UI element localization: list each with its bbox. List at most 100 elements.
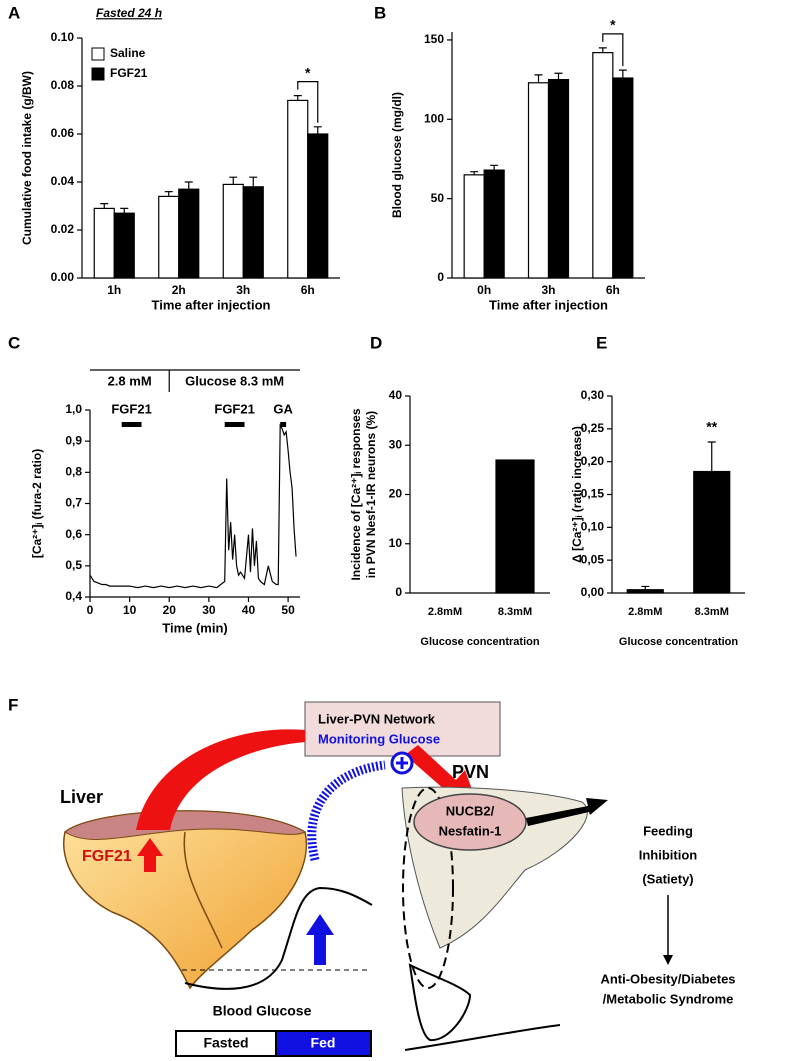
- diagram: F Liver-PVN Network Monitoring Glucose L…: [8, 695, 736, 1057]
- y-tick-label: 0,8: [65, 465, 82, 479]
- bar: [287, 99, 309, 279]
- x-tick-label: 8.3mM: [695, 606, 729, 618]
- legend-swatch: [91, 67, 105, 81]
- y-tick-label: 30: [389, 437, 403, 451]
- error-bar: [490, 164, 499, 171]
- network-text: Liver-PVN Network: [318, 711, 436, 726]
- y-tick-label: 0,15: [581, 487, 605, 501]
- y-tick-label: 0: [395, 585, 402, 599]
- y-tick-label: 0.04: [51, 174, 75, 188]
- annotation: *: [305, 64, 311, 80]
- y-tick-label: 0,00: [581, 585, 605, 599]
- annotation: *: [610, 17, 616, 33]
- error-bar: [120, 207, 129, 214]
- y-tick-label: 0,4: [65, 589, 82, 603]
- liver-label: Liver: [60, 787, 103, 807]
- midline: [402, 787, 454, 989]
- panel-label: D: [370, 333, 382, 352]
- x-tick-label: 10: [123, 603, 137, 617]
- y-tick-label: 0.08: [51, 78, 75, 92]
- blue-arrow: [307, 760, 386, 862]
- red-arrow: [136, 729, 305, 830]
- bar: [693, 470, 731, 594]
- y-axis-label: Incidence of [Ca²⁺]ᵢ responses: [349, 408, 363, 580]
- down-arrow: [663, 955, 673, 965]
- panel-label: C: [8, 333, 20, 352]
- fed-box: [275, 1030, 372, 1057]
- panel-label: F: [8, 695, 18, 714]
- condition-label: Glucose 8.3 mM: [185, 373, 284, 388]
- liver-lobe-line: [183, 831, 223, 949]
- stimulus-bar: [224, 422, 245, 427]
- x-tick-label: 0h: [477, 283, 491, 297]
- y-tick-label: 0,20: [581, 454, 605, 468]
- x-tick-label: 1h: [107, 283, 121, 297]
- neuron-text: Nesfatin-1: [439, 823, 502, 838]
- x-tick-label: 40: [242, 603, 256, 617]
- y-tick-label: 0,9: [65, 433, 82, 447]
- bar: [495, 459, 535, 594]
- error-bar: [249, 176, 258, 187]
- x-tick-label: 20: [163, 603, 177, 617]
- x-tick-label: 0: [87, 603, 94, 617]
- panel-label: A: [8, 3, 20, 22]
- error-bar: [598, 47, 607, 53]
- hormone-label: FGF21: [82, 848, 132, 865]
- y-tick-label: 10: [389, 536, 403, 550]
- error-bar: [470, 171, 479, 175]
- stimulus-label: FGF21: [214, 401, 254, 416]
- error-bar: [229, 176, 238, 185]
- bar: [113, 212, 135, 279]
- x-axis-label: Time (min): [162, 620, 228, 635]
- effect-text: Inhibition: [639, 847, 698, 862]
- bar: [612, 77, 634, 279]
- x-tick-label: 30: [202, 603, 216, 617]
- error-bar: [313, 126, 322, 134]
- bar: [222, 183, 244, 279]
- effect-text: Feeding: [643, 823, 693, 838]
- bar: [158, 195, 180, 279]
- panel-label: E: [596, 333, 607, 352]
- brain-outline: [404, 963, 561, 1051]
- x-tick-label: 2.8mM: [628, 606, 662, 618]
- up-arrow: [306, 914, 334, 965]
- y-tick-label: 0.06: [51, 126, 75, 140]
- stimulus-label: FGF21: [111, 401, 151, 416]
- y-axis-label: Blood glucose (mg/dl): [390, 92, 404, 218]
- effect-text: (Satiety): [642, 871, 693, 886]
- glucose-label: Blood Glucose: [213, 1003, 312, 1019]
- y-axis-label: Cumulative food intake (g/BW): [20, 71, 34, 245]
- x-tick-label: 3h: [236, 283, 250, 297]
- x-axis-label: Time after injection: [152, 297, 271, 312]
- y-tick-label: 100: [424, 111, 444, 125]
- y-tick-label: 0.02: [51, 222, 75, 236]
- error-bar: [618, 69, 627, 79]
- y-tick-label: 0,5: [65, 558, 82, 572]
- outcome-text: Anti-Obesity/Diabetes: [600, 971, 735, 986]
- network-box: [304, 701, 501, 757]
- error-bar: [641, 585, 650, 590]
- up-arrow: [137, 838, 163, 872]
- bar: [307, 133, 329, 279]
- error-bar: [707, 441, 716, 472]
- y-tick-label: 0.00: [51, 270, 75, 284]
- y-tick-label: 0,25: [581, 421, 605, 435]
- bar: [626, 589, 664, 594]
- x-axis-label: Glucose concentration: [420, 636, 539, 648]
- state-label: Fed: [311, 1035, 336, 1051]
- y-tick-label: 50: [431, 191, 445, 205]
- line: [89, 423, 297, 589]
- y-tick-label: 0,05: [581, 552, 605, 566]
- panel-label: B: [374, 3, 386, 22]
- bar: [483, 169, 505, 279]
- glucose-curve: [184, 886, 373, 990]
- y-tick-label: 0,30: [581, 388, 605, 402]
- error-bar: [293, 95, 302, 101]
- black-arrow: [526, 798, 608, 826]
- error-bar: [184, 181, 193, 190]
- bar: [592, 52, 614, 279]
- y-tick-label: 20: [389, 487, 403, 501]
- bar: [242, 186, 264, 279]
- stimulus-label: GA: [273, 401, 293, 416]
